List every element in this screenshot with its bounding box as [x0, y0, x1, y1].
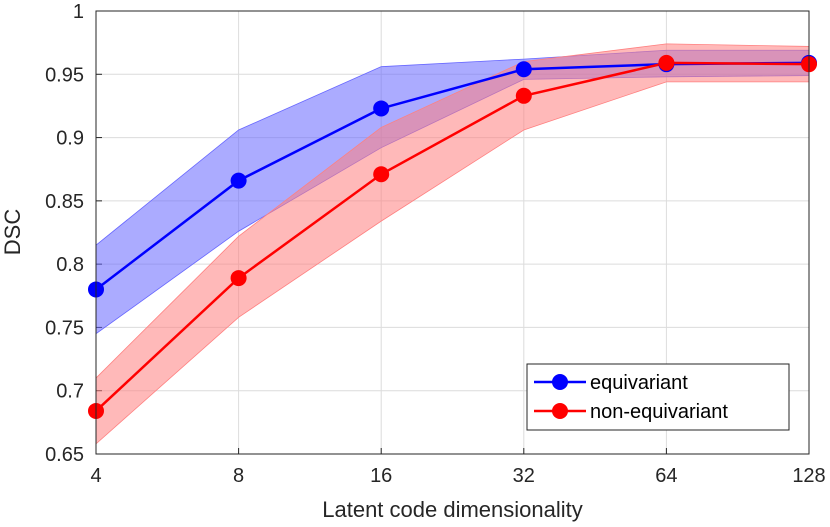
- y-tick-label: 0.7: [56, 381, 84, 403]
- point-non-equivariant: [658, 54, 675, 71]
- legend-label-equivariant: equivariant: [590, 372, 688, 394]
- line-non-equivariant: [95, 61, 810, 412]
- x-tick-label: 16: [370, 465, 392, 487]
- legend: equivariant non-equivariant: [526, 363, 790, 431]
- x-tick-label: 4: [90, 465, 101, 487]
- y-tick-label: 1: [73, 1, 84, 23]
- y-tick-labels: 0.65 0.7 0.75 0.8 0.85 0.9 0.95 1: [45, 1, 84, 466]
- y-tick-label: 0.75: [45, 317, 84, 339]
- point-equivariant: [230, 172, 247, 189]
- legend-label-non-equivariant: non-equivariant: [590, 401, 728, 423]
- y-tick-label: 0.9: [56, 128, 84, 150]
- point-non-equivariant: [230, 270, 247, 287]
- x-tick-label: 64: [655, 465, 677, 487]
- legend-box: [526, 363, 790, 431]
- x-tick-label: 8: [233, 465, 244, 487]
- series-points: [88, 54, 817, 419]
- series-lines: [95, 61, 810, 412]
- y-tick-label: 0.8: [56, 254, 84, 276]
- x-axis-title: Latent code dimensionality: [322, 497, 583, 522]
- plot-frame: [95, 10, 810, 455]
- legend-marker-non-equivariant: [552, 403, 568, 419]
- x-tick-label: 128: [792, 465, 825, 487]
- point-non-equivariant: [515, 87, 532, 104]
- legend-marker-equivariant: [552, 374, 568, 390]
- x-tick-label: 32: [513, 465, 535, 487]
- y-tick-label: 0.85: [45, 191, 84, 213]
- point-equivariant: [373, 100, 390, 117]
- y-tick-label: 0.65: [45, 444, 84, 466]
- y-axis-title: DSC: [0, 209, 25, 256]
- point-equivariant: [515, 61, 532, 78]
- x-tick-labels: 4 8 16 32 64 128: [90, 465, 825, 487]
- point-non-equivariant: [373, 166, 390, 183]
- y-tick-label: 0.95: [45, 64, 84, 86]
